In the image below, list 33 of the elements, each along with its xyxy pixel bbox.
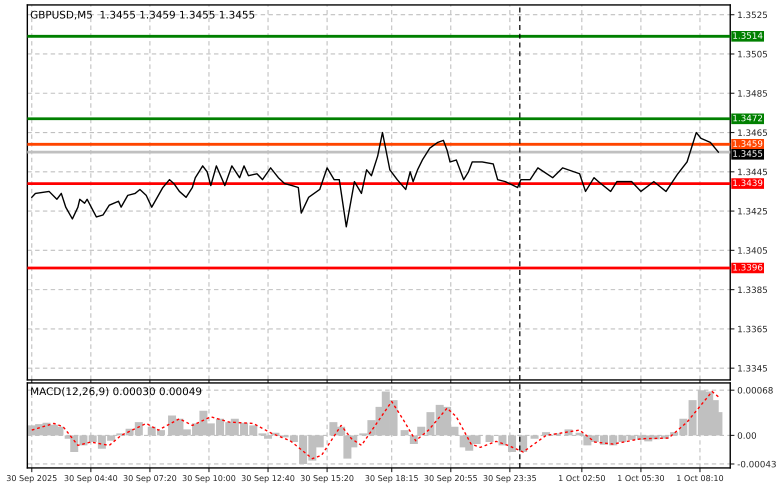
y-tick-label: 0.00	[738, 432, 756, 439]
ref-line-label: 1.3396	[733, 264, 762, 271]
x-tick-label: 30 Sep 15:20	[300, 475, 354, 483]
x-tick-label: 30 Sep 04:40	[64, 475, 118, 483]
y-tick-label: 1.3525	[738, 12, 768, 18]
ref-line-label: 1.3514	[733, 32, 762, 39]
x-tick-label: 30 Sep 07:20	[124, 475, 176, 483]
y-tick-label: 1.3405	[738, 247, 768, 254]
y-tick-label: 1.3465	[738, 129, 768, 136]
ref-line-label: 1.3459	[733, 140, 762, 147]
x-tick-label: 30 Sep 12:40	[242, 475, 294, 483]
y-tick-label: 1.3385	[738, 286, 768, 294]
y-tick-label: 1.3445	[738, 168, 768, 176]
x-tick-label: 30 Sep 23:35	[484, 475, 536, 483]
y-tick-label: 1.3365	[738, 326, 768, 332]
y-tick-label: -0.00043	[738, 460, 776, 468]
y-tick-label: 1.3505	[738, 50, 768, 58]
ref-line-label: 1.3455	[733, 150, 762, 157]
x-tick-label: 30 Sep 2025	[6, 475, 57, 483]
chart-title: GBPUSD,M5 1.3455 1.3459 1.3455 1.3455	[30, 10, 254, 20]
y-tick-label: 1.3425	[738, 208, 768, 215]
x-tick-label: 1 Oct 08:10	[677, 475, 724, 482]
y-tick-label: 0.00068	[738, 387, 773, 394]
x-tick-label: 1 Oct 05:30	[618, 475, 664, 482]
x-tick-label: 1 Oct 02:50	[559, 475, 605, 482]
x-tick-label: 30 Sep 10:00	[182, 475, 236, 483]
chart-title: MACD(12,26,9) 0.00030 0.00049	[31, 387, 202, 396]
y-tick-label: 1.3485	[738, 90, 768, 97]
x-tick-label: 30 Sep 18:15	[365, 475, 418, 483]
ref-line-label: 1.3439	[733, 180, 762, 186]
y-tick-label: 1.3345	[738, 365, 768, 372]
ref-line-label: 1.3472	[733, 114, 762, 122]
x-tick-label: 30 Sep 20:55	[424, 475, 477, 483]
